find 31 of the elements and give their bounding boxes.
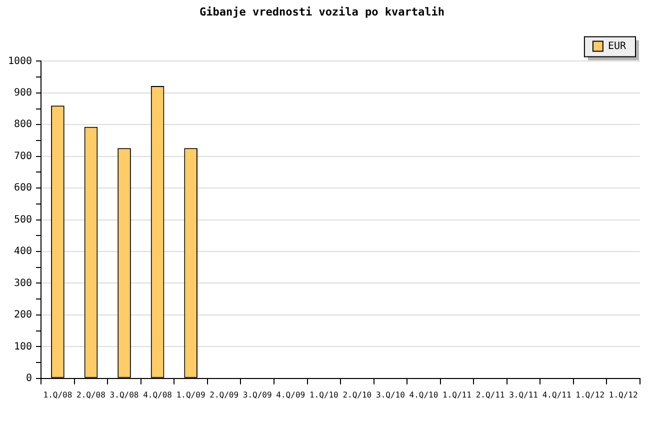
- y-tick-label: 700: [14, 150, 32, 162]
- x-tick-label: 4.Q/09: [276, 390, 306, 400]
- x-tick-label: 4.Q/11: [542, 390, 572, 400]
- x-tick-label: 2.Q/11: [476, 390, 505, 400]
- legend-label: EUR: [608, 40, 627, 52]
- y-tick-label: 400: [14, 246, 32, 258]
- x-tick-label: 1.Q/12: [608, 390, 638, 400]
- x-tick-label: 3.Q/10: [376, 390, 406, 400]
- x-tick-label: 2.Q/10: [342, 390, 372, 400]
- y-tick-label: 300: [14, 278, 32, 289]
- chart-title: Gibanje vrednosti vozila po kvartalih: [199, 5, 445, 18]
- y-tick-label: 1000: [8, 56, 32, 67]
- x-tick-label: 4.Q/10: [409, 390, 438, 400]
- x-tick-label: 1.Q/10: [309, 390, 339, 400]
- y-tick-label: 900: [14, 88, 32, 99]
- x-tick-label: 3.Q/08: [110, 390, 139, 400]
- y-tick-label: 200: [14, 310, 32, 321]
- x-tick-label: 3.Q/09: [242, 390, 272, 400]
- x-tick-label: 1.Q/09: [176, 390, 206, 400]
- x-tick-label: 1.Q/08: [43, 390, 72, 400]
- y-tick-label: 500: [14, 214, 32, 226]
- x-tick-label: 1.Q/11: [442, 390, 472, 400]
- x-tick-label: 3.Q/11: [509, 390, 538, 400]
- x-tick-label: 2.Q/08: [76, 390, 106, 400]
- x-tick-label: 1.Q/12: [576, 390, 605, 400]
- y-tick-label: 0: [26, 372, 32, 384]
- y-tick-label: 100: [14, 341, 32, 352]
- y-tick-label: 800: [14, 119, 32, 130]
- x-tick-label: 4.Q/08: [143, 390, 172, 400]
- x-tick-label: 2.Q/09: [210, 390, 239, 400]
- y-tick-label: 600: [14, 182, 32, 194]
